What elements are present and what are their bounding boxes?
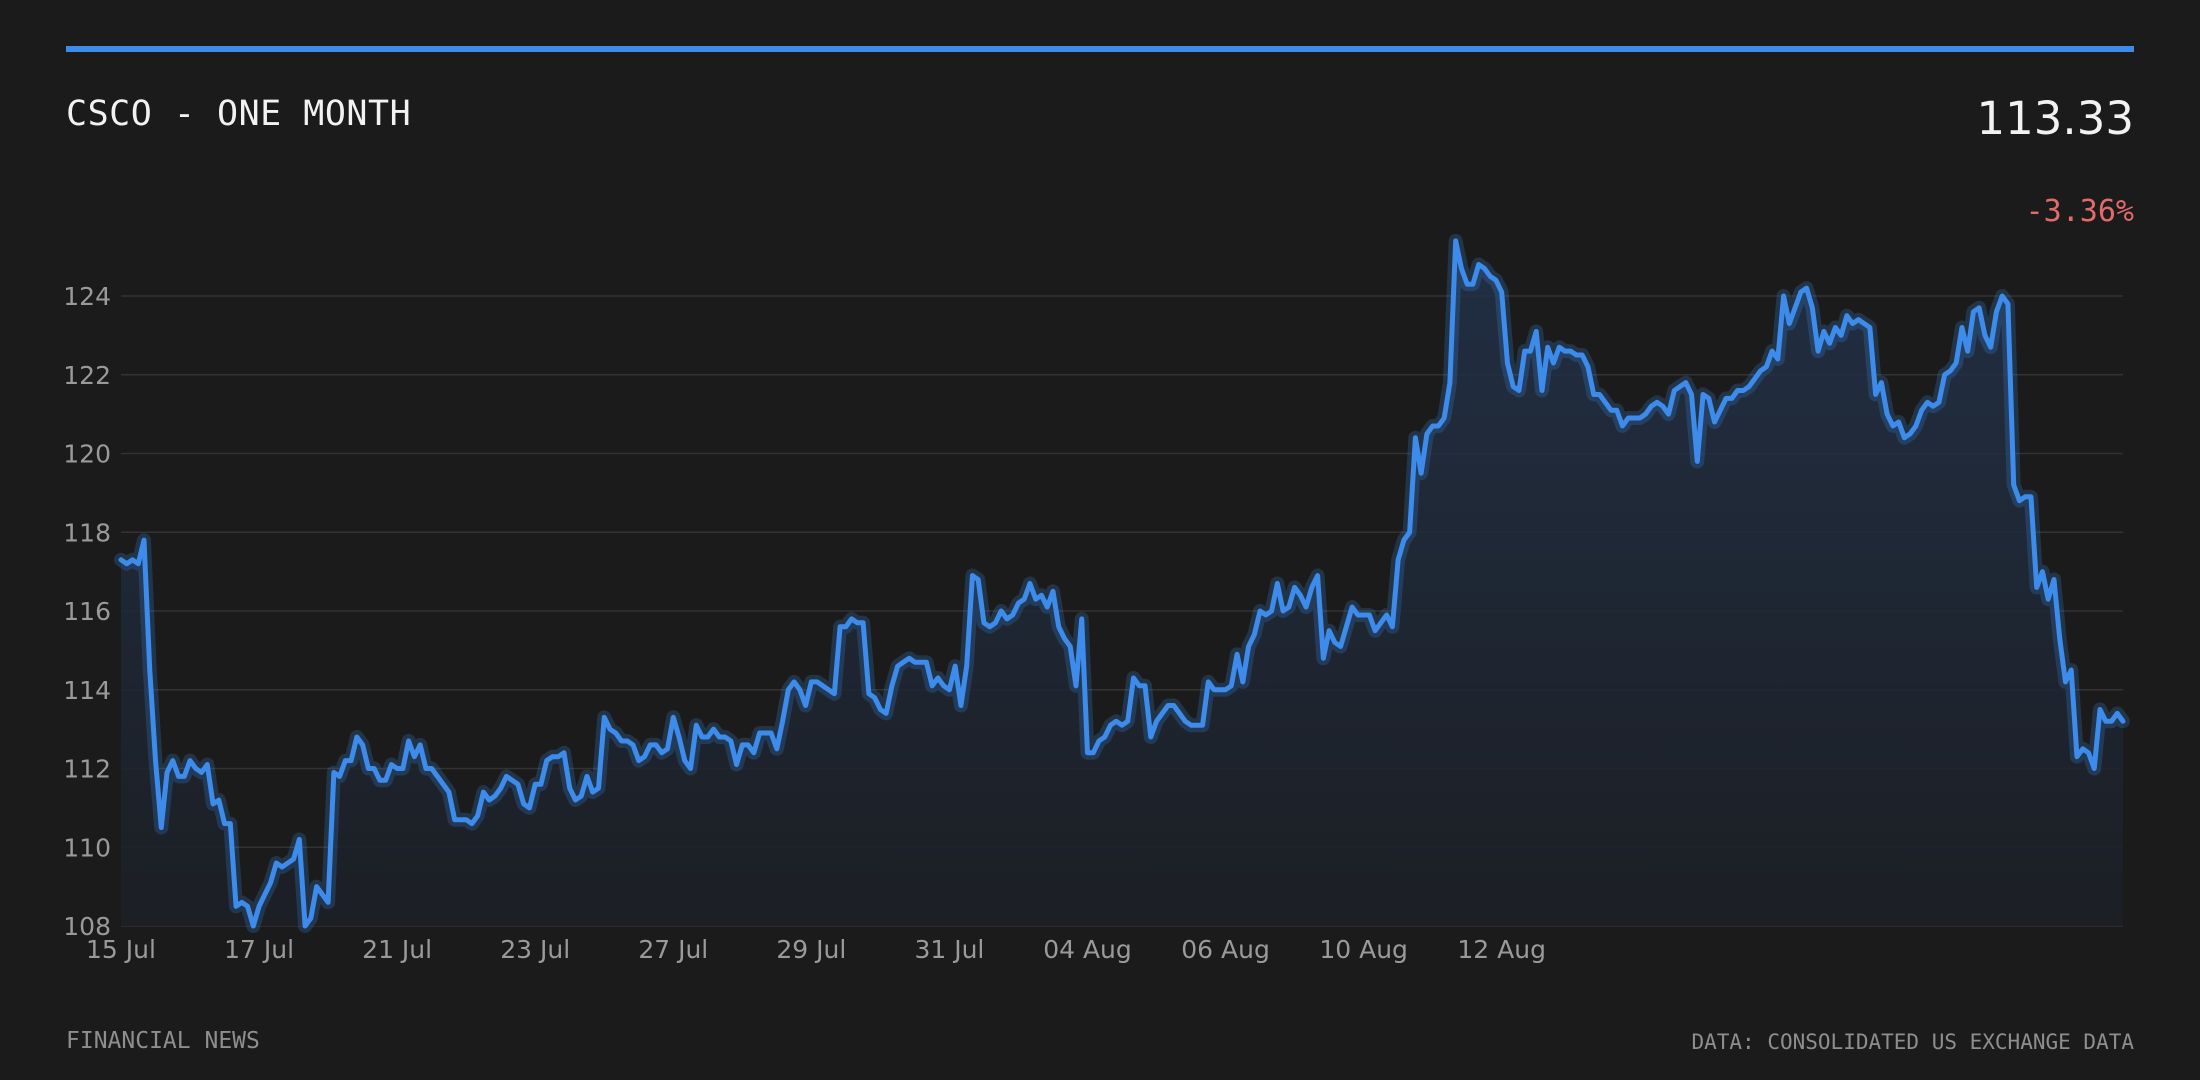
x-tick-label: 15 Jul <box>86 935 156 964</box>
y-tick-label: 108 <box>63 912 111 941</box>
x-tick-label: 10 Aug <box>1319 935 1408 964</box>
accent-bar <box>66 46 2134 52</box>
x-tick-label: 31 Jul <box>914 935 984 964</box>
y-tick-label: 124 <box>63 282 111 311</box>
y-tick-label: 116 <box>63 597 111 626</box>
price-area <box>121 240 2123 926</box>
footer-credit: DATA: CONSOLIDATED US EXCHANGE DATA <box>1691 1030 2134 1054</box>
x-tick-label: 12 Aug <box>1457 935 1546 964</box>
y-axis: 108 110 112 114 116 118 120 122 124 <box>63 282 111 941</box>
x-tick-label: 29 Jul <box>776 935 846 964</box>
x-tick-label: 23 Jul <box>500 935 570 964</box>
y-tick-label: 110 <box>63 833 111 862</box>
x-tick-label: 06 Aug <box>1181 935 1270 964</box>
y-tick-label: 112 <box>63 755 111 784</box>
x-tick-label: 27 Jul <box>638 935 708 964</box>
x-tick-label: 04 Aug <box>1043 935 1132 964</box>
price-change: -3.36% <box>2025 194 2134 229</box>
chart-title: CSCO - ONE MONTH <box>66 94 412 134</box>
price-line <box>114 233 2130 933</box>
y-tick-label: 122 <box>63 361 111 390</box>
y-tick-label: 118 <box>63 518 111 547</box>
x-tick-label: 17 Jul <box>224 935 294 964</box>
x-tick-label: 21 Jul <box>362 935 432 964</box>
area-fill <box>121 240 2123 926</box>
y-tick-label: 120 <box>63 440 111 469</box>
footer-source: FINANCIAL NEWS <box>66 1028 260 1054</box>
x-axis: 15 Jul 17 Jul 21 Jul 23 Jul 27 Jul 29 Jul 31 J… <box>86 935 1546 964</box>
series-line <box>118 238 2126 929</box>
price-chart: 108 110 112 114 116 118 120 122 124 15 Jul 17 Jul… <box>63 233 2130 964</box>
current-price: 113.33 <box>1976 92 2134 145</box>
y-tick-label: 114 <box>63 676 111 705</box>
